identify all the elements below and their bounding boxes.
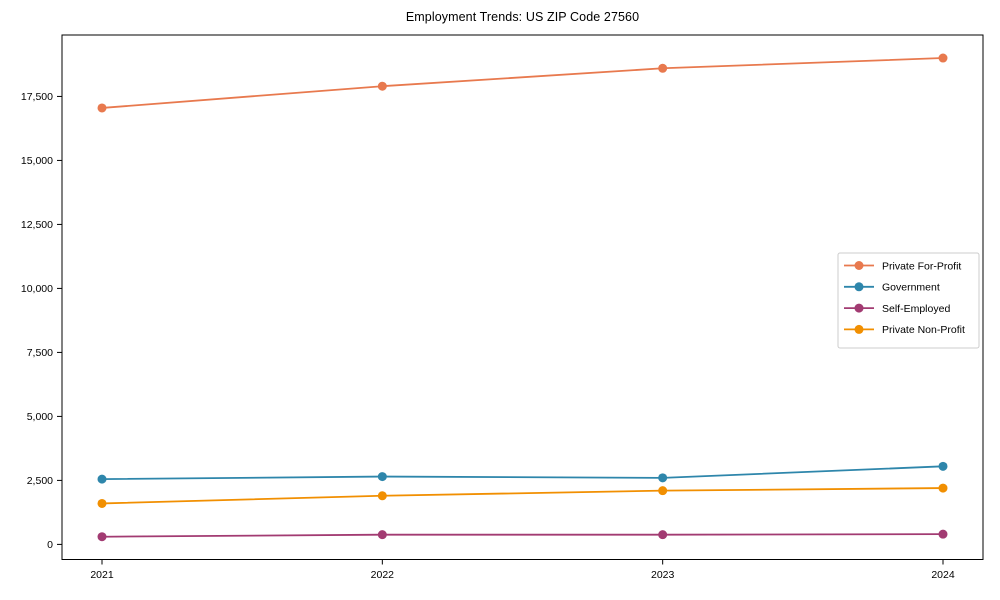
series-line-private-for-profit <box>101 57 944 109</box>
legend-label: Private For-Profit <box>882 260 961 272</box>
data-point-private-non-profit-2023 <box>658 486 668 496</box>
data-point-private-non-profit-2022 <box>377 491 387 501</box>
y-axis-tick-label: 12,500 <box>21 219 53 231</box>
series-line-private-non-profit <box>101 487 944 505</box>
y-axis-tick-label: 5,000 <box>27 411 53 423</box>
legend-item-private-non-profit: Private Non-Profit <box>844 324 965 336</box>
data-point-self-employed-2021 <box>97 532 107 542</box>
legend-item-private-for-profit: Private For-Profit <box>844 260 961 272</box>
y-axis-tick-label: 2,500 <box>27 475 53 487</box>
data-point-private-for-profit-2022 <box>377 81 387 91</box>
data-point-government-2024 <box>938 461 948 471</box>
x-axis-tick-label: 2024 <box>931 569 955 581</box>
legend-marker-swatch <box>854 303 864 313</box>
data-point-private-for-profit-2023 <box>658 63 668 73</box>
x-axis-tick-label: 2021 <box>90 569 114 581</box>
y-axis-tick-label: 7,500 <box>27 347 53 359</box>
legend-marker-swatch <box>854 324 864 334</box>
legend-item-self-employed: Self-Employed <box>844 303 950 315</box>
data-point-government-2023 <box>658 473 668 483</box>
series-line-self-employed <box>101 533 944 538</box>
series-line-government <box>101 465 944 481</box>
legend-label: Self-Employed <box>882 303 950 315</box>
data-point-private-non-profit-2021 <box>97 498 107 508</box>
legend-label: Government <box>882 282 940 294</box>
chart-title: Employment Trends: US ZIP Code 27560 <box>405 10 640 24</box>
legend-item-government: Government <box>844 282 940 294</box>
data-point-self-employed-2024 <box>938 529 948 539</box>
legend-marker-swatch <box>854 261 864 270</box>
data-point-private-non-profit-2024 <box>938 483 948 493</box>
y-axis-tick-label: 10,000 <box>21 283 53 295</box>
y-axis-tick-label: 0 <box>47 539 53 551</box>
legend-marker-swatch <box>854 282 864 292</box>
data-point-self-employed-2023 <box>658 530 668 540</box>
data-point-private-for-profit-2024 <box>938 53 948 63</box>
y-axis-tick-label: 15,000 <box>21 155 53 167</box>
legend: Private For-Profit Government Self-Employe… <box>837 252 980 349</box>
y-axis-tick-label: 17,500 <box>21 91 53 103</box>
data-point-self-employed-2022 <box>377 530 387 540</box>
legend-label: Private Non-Profit <box>882 324 965 336</box>
x-axis-tick-label: 2023 <box>651 569 675 581</box>
x-axis-tick-label: 2022 <box>371 569 395 581</box>
data-point-government-2021 <box>97 474 107 484</box>
data-point-private-for-profit-2021 <box>97 103 107 113</box>
plot-frame <box>61 34 984 560</box>
legend-box <box>837 252 980 349</box>
data-point-government-2022 <box>377 472 387 482</box>
